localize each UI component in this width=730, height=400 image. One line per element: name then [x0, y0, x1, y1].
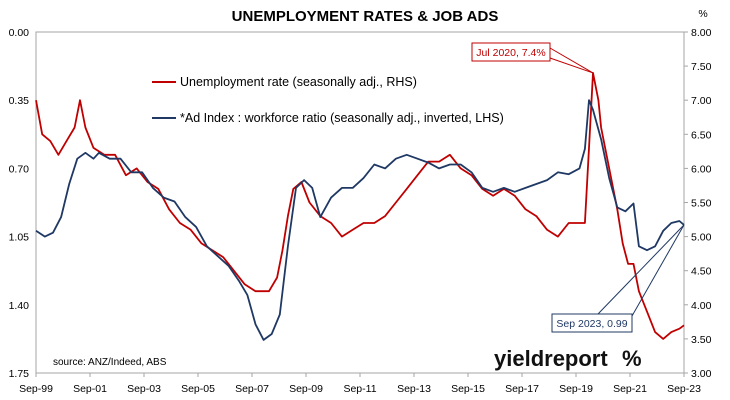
right-tick-label: 7.00 — [691, 95, 712, 107]
annotation-latest-box — [551, 313, 633, 333]
x-tick-label: Sep-13 — [397, 383, 431, 395]
legend-label-ad-index: *Ad Index : workforce ratio (seasonally … — [180, 111, 504, 125]
right-tick-label: 8.00 — [691, 27, 712, 39]
annotation-latest: Sep 2023, 0.99 — [551, 224, 685, 333]
annotation-peak-label: Jul 2020, 7.4% — [476, 47, 545, 59]
x-tick-label: Sep-23 — [667, 383, 701, 395]
brand-symbol: % — [622, 346, 642, 371]
right-tick-label: 6.50 — [691, 129, 712, 141]
left-axis: 0.00 0.35 0.70 1.05 1.40 1.75 — [9, 27, 30, 380]
x-tick-label: Sep-21 — [613, 383, 647, 395]
right-axis: 8.00 7.50 7.00 6.50 6.00 5.50 5.00 4.50 4.00 3.50… — [684, 27, 712, 380]
annotation-peak-leader-2 — [549, 47, 594, 74]
annotation-peak-box — [471, 42, 551, 62]
right-tick-label: 4.00 — [691, 300, 712, 312]
right-tick-label: 3.50 — [691, 334, 712, 346]
left-tick-label: 0.35 — [9, 95, 30, 107]
annotation-latest-label: Sep 2023, 0.99 — [556, 318, 627, 330]
annotation-peak: Jul 2020, 7.4% — [471, 42, 594, 74]
left-tick-label: 1.75 — [9, 368, 30, 380]
right-tick-label: 5.50 — [691, 198, 712, 210]
legend: Unemployment rate (seasonally adj., RHS)… — [152, 75, 504, 125]
x-tick-label: Sep-05 — [181, 383, 215, 395]
annotation-peak-leader — [549, 57, 594, 74]
x-tick-label: Sep-99 — [19, 383, 53, 395]
source-note: source: ANZ/Indeed, ABS — [53, 357, 167, 368]
annotation-latest-leader-2 — [631, 224, 685, 317]
right-tick-label: 7.50 — [691, 61, 712, 73]
series-line-ad-index — [35, 99, 685, 341]
right-tick-label: 3.00 — [691, 368, 712, 380]
x-tick-label: Sep-09 — [289, 383, 323, 395]
right-tick-label: 4.50 — [691, 266, 712, 278]
left-tick-label: 0.00 — [9, 27, 30, 39]
annotation-latest-leader — [597, 224, 685, 315]
left-tick-label: 0.70 — [9, 163, 30, 175]
right-axis-unit: % — [698, 8, 707, 20]
x-axis: Sep-99 Sep-01 Sep-03 Sep-05 Sep-07 Sep-09 Sep-… — [19, 373, 701, 395]
chart-title: UNEMPLOYMENT RATES & JOB ADS — [232, 8, 499, 25]
right-tick-label: 5.00 — [691, 232, 712, 244]
legend-label-unemployment: Unemployment rate (seasonally adj., RHS) — [180, 75, 417, 89]
brand-name: yieldreport — [494, 346, 608, 371]
x-tick-label: Sep-19 — [559, 383, 593, 395]
x-tick-label: Sep-07 — [235, 383, 269, 395]
left-tick-label: 1.40 — [9, 300, 30, 312]
series-layer — [35, 72, 685, 341]
x-tick-label: Sep-11 — [343, 383, 376, 395]
left-tick-label: 1.05 — [9, 232, 30, 244]
brand-logo: yieldreport % — [494, 346, 642, 371]
right-tick-label: 6.00 — [691, 163, 712, 175]
x-tick-label: Sep-15 — [451, 383, 485, 395]
x-tick-label: Sep-17 — [505, 383, 539, 395]
x-tick-label: Sep-03 — [127, 383, 161, 395]
x-tick-label: Sep-01 — [73, 383, 107, 395]
